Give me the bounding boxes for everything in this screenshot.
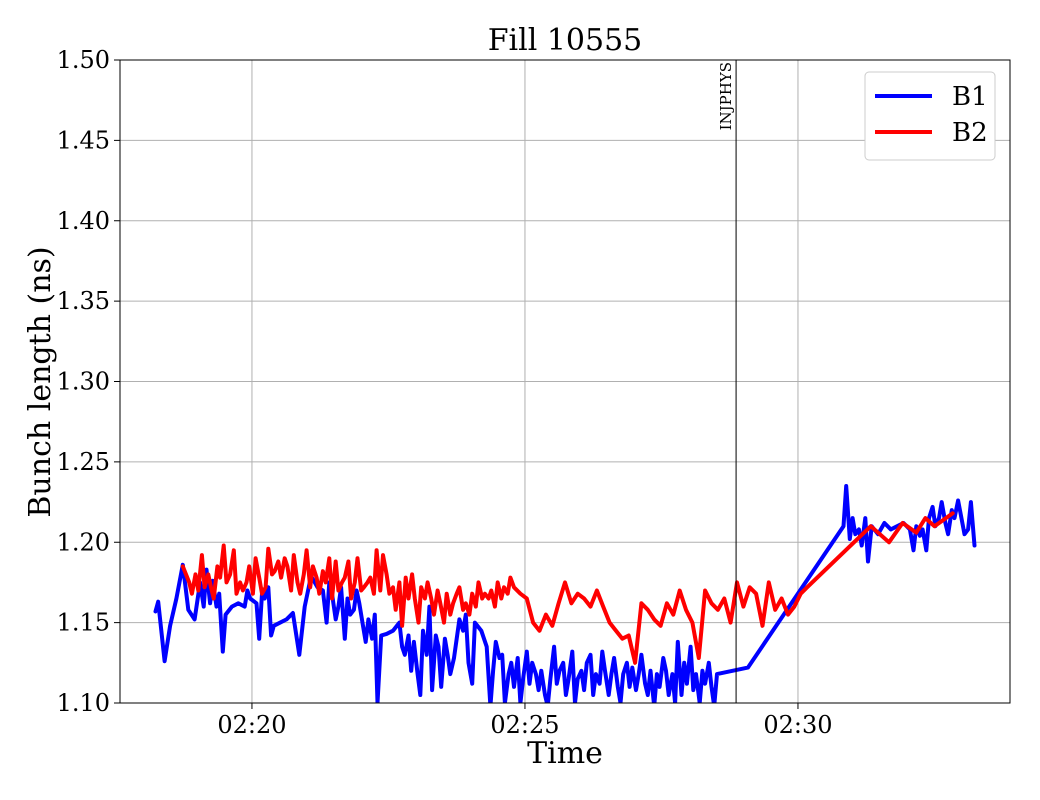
chart-title: Fill 10555 [488,23,643,58]
y-tick-label: 1.25 [57,448,110,476]
x-tick-label: 02:30 [763,711,832,739]
annotations: INJPHYS [717,60,737,703]
series-line-b1 [153,484,977,703]
ticks: 1.10 1.15 1.20 1.25 1.30 1.35 1.40 1.45 1.50 02:2… [57,46,833,739]
series-line-b2 [180,511,955,665]
y-tick-label: 1.15 [57,609,110,637]
y-tick-label: 1.45 [57,126,110,154]
y-tick-label: 1.35 [57,287,110,315]
y-tick-label: 1.50 [57,46,110,74]
y-axis-title: Bunch length (ns) [23,246,58,517]
legend-label-b2: B2 [952,118,988,148]
legend: B1 B2 [864,71,996,161]
y-tick-label: 1.40 [57,207,110,235]
y-tick-label: 1.10 [57,689,110,717]
x-tick-label: 02:25 [490,711,559,739]
x-tick-label: 02:20 [217,711,286,739]
y-tick-label: 1.30 [57,368,110,396]
legend-label-b1: B1 [952,82,988,112]
annotation-label: INJPHYS [717,62,735,130]
series-layer [153,484,977,703]
y-tick-label: 1.20 [57,528,110,556]
x-axis-title: Time [527,736,603,771]
